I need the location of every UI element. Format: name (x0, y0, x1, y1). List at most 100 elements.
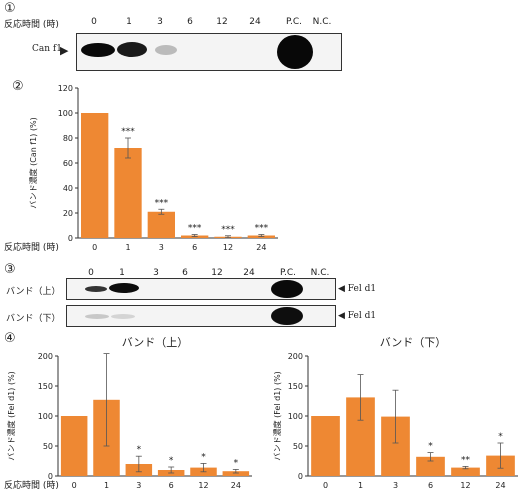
y-tick-label: 100 (38, 412, 53, 421)
y-tick-label: 50 (43, 442, 53, 451)
y-tick-label: 150 (288, 382, 303, 391)
x-tick-label: 24 (495, 481, 505, 490)
lane-label: 24 (249, 17, 261, 27)
chart-can-f1: 0 20 40 60 80 100 120 バンド濃度 (Can f1) (%) 0 *** 1 **… (4, 84, 278, 253)
lane-label: P.C. (285, 17, 303, 27)
significance-mark: * (234, 458, 239, 468)
x-tick-label: 12 (460, 481, 470, 490)
y-tick-label: 0 (298, 472, 303, 481)
fel-d1-lower-text: Fel d1 (347, 311, 377, 321)
y-tick-label: 40 (63, 184, 73, 193)
y-axis-label: バンド濃度 (Fel d1) (%) (6, 371, 16, 461)
x-tick-label: 3 (159, 243, 164, 252)
lane-label: 6 (182, 268, 188, 278)
significance-mark: *** (155, 198, 169, 208)
chart-title: バンド（下） (380, 336, 447, 349)
bar (81, 113, 109, 238)
lane-label: P.C. (279, 268, 297, 278)
y-tick-label: 0 (48, 472, 53, 481)
significance-mark: * (137, 445, 142, 455)
x-tick-label: 6 (169, 481, 174, 490)
x-tick-label: 0 (72, 481, 77, 490)
significance-mark: * (201, 452, 206, 462)
significance-mark: *** (188, 224, 202, 234)
panel-label-3: ③ (4, 262, 16, 277)
x-tick-label: 6 (428, 481, 433, 490)
x-tick-label: 3 (393, 481, 398, 490)
x-axis-label: 反応時間 (時) (4, 241, 59, 253)
y-tick-label: 80 (63, 134, 73, 143)
panel-label-4: ④ (4, 331, 16, 346)
bar (114, 148, 142, 238)
bar (451, 467, 480, 476)
x-tick-label: 12 (223, 243, 233, 252)
significance-mark: *** (221, 225, 235, 235)
lane-label: 1 (119, 268, 125, 278)
western-blot-fel-d1-lower (66, 305, 336, 327)
x-axis-label: 反応時間 (時) (4, 479, 59, 491)
significance-mark: *** (255, 224, 269, 234)
x-tick-label: 24 (256, 243, 266, 252)
y-tick-label: 100 (58, 109, 73, 118)
y-tick-label: 60 (63, 159, 73, 168)
lane-label: 0 (88, 268, 94, 278)
band-lane-0 (81, 43, 115, 57)
significance-mark: * (428, 442, 433, 452)
band-upper-lane-pc (271, 280, 303, 298)
bar (222, 471, 250, 476)
panel-label-1: ① (4, 1, 16, 16)
x-tick-label: 3 (136, 481, 141, 490)
y-tick-label: 100 (288, 412, 303, 421)
western-blot-fel-d1-upper (66, 278, 336, 300)
can-f1-label: Can f1 (32, 44, 62, 54)
band-upper-lane-0 (85, 286, 107, 292)
significance-mark: ** (461, 455, 471, 465)
panel-label-2: ② (12, 79, 24, 94)
lane-label: 12 (211, 268, 223, 278)
band-lane-3 (155, 45, 177, 55)
chart-fel-d1-lower: 0 50 100 150 200 バンド濃度 (Fel d1) (%) バンド（下） 0 1 3 *… (272, 336, 518, 490)
time-axis-label-1: 反応時間 (時) (4, 20, 59, 30)
lane-label: 6 (187, 17, 193, 27)
y-axis-label: バンド濃度 (Can f1) (%) (28, 117, 38, 209)
lane-label: 3 (157, 17, 163, 27)
lane-label: 24 (243, 268, 255, 278)
y-tick-label: 120 (58, 84, 73, 93)
fel-d1-upper-text: Fel d1 (347, 284, 377, 294)
band-upper-lane-1 (109, 283, 139, 293)
y-tick-label: 200 (288, 352, 303, 361)
band-lower-lane-1 (111, 314, 135, 319)
lane-label: 1 (126, 17, 132, 27)
y-tick-label: 20 (63, 209, 73, 218)
y-tick-label: 0 (68, 234, 73, 243)
band-lower-lane-0 (85, 314, 109, 319)
lane-label: N.C. (310, 268, 330, 278)
significance-mark: * (498, 432, 503, 442)
band-upper-label: バンド（上） (6, 287, 61, 297)
x-tick-label: 0 (92, 243, 97, 252)
x-tick-label: 1 (125, 243, 130, 252)
significance-mark: * (169, 456, 174, 466)
band-lower-label: バンド（下） (6, 314, 61, 324)
y-tick-label: 200 (38, 352, 53, 361)
arrow-right-icon: ▶ (60, 44, 69, 57)
fel-d1-upper-label: ◀ Fel d1 (338, 284, 377, 294)
y-tick-label: 50 (293, 442, 303, 451)
band-lane-1 (117, 42, 147, 57)
fel-d1-lower-label: ◀ Fel d1 (338, 311, 377, 321)
band-lane-pc (277, 35, 313, 69)
significance-mark: *** (121, 127, 135, 137)
x-tick-label: 24 (231, 481, 241, 490)
bar (311, 416, 340, 476)
bar (147, 211, 175, 238)
western-blot-can-f1 (76, 33, 342, 71)
y-axis-label: バンド濃度 (Fel d1) (%) (272, 371, 282, 461)
x-tick-label: 1 (358, 481, 363, 490)
lane-label: 3 (153, 268, 159, 278)
x-tick-label: 12 (198, 481, 208, 490)
bar (60, 416, 88, 476)
x-tick-label: 6 (192, 243, 197, 252)
lane-label: 12 (216, 17, 228, 27)
band-lower-lane-pc (271, 307, 303, 325)
lane-label: N.C. (312, 17, 332, 27)
